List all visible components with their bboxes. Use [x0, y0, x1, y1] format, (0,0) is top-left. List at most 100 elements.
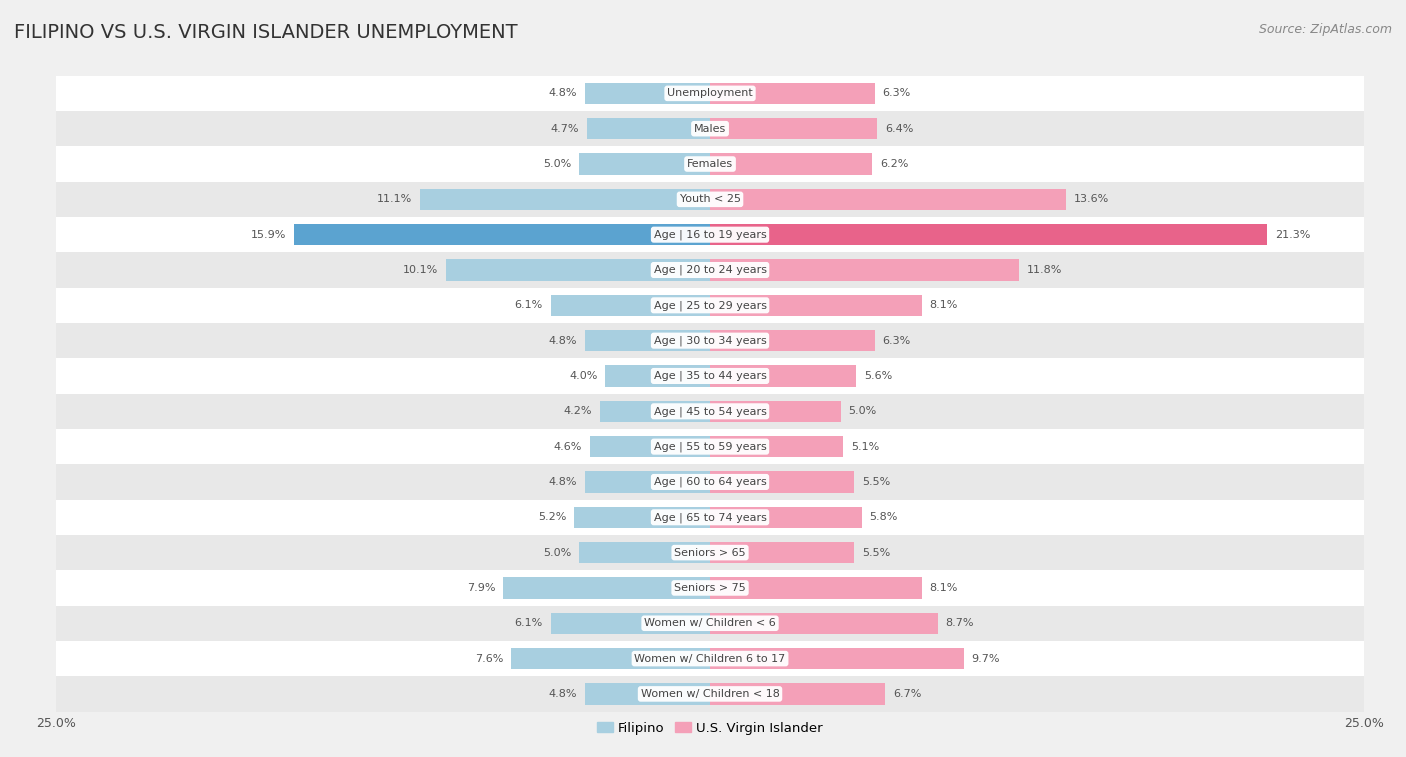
Text: Age | 60 to 64 years: Age | 60 to 64 years — [654, 477, 766, 488]
Text: 5.5%: 5.5% — [862, 547, 890, 558]
Bar — [56, 570, 1364, 606]
Text: 6.4%: 6.4% — [886, 123, 914, 134]
Text: 6.1%: 6.1% — [515, 301, 543, 310]
Text: Age | 65 to 74 years: Age | 65 to 74 years — [654, 512, 766, 522]
Text: Women w/ Children 6 to 17: Women w/ Children 6 to 17 — [634, 653, 786, 664]
Text: Age | 25 to 29 years: Age | 25 to 29 years — [654, 300, 766, 310]
Text: 5.0%: 5.0% — [543, 547, 571, 558]
Bar — [512, 648, 710, 669]
Text: Seniors > 75: Seniors > 75 — [673, 583, 747, 593]
Text: Age | 20 to 24 years: Age | 20 to 24 years — [654, 265, 766, 276]
Text: 6.3%: 6.3% — [883, 89, 911, 98]
Bar — [710, 118, 877, 139]
Bar — [294, 224, 710, 245]
Bar — [710, 294, 922, 316]
Bar — [446, 260, 710, 281]
Text: 4.0%: 4.0% — [569, 371, 598, 381]
Bar — [56, 676, 1364, 712]
Text: Seniors > 65: Seniors > 65 — [675, 547, 745, 558]
Text: 8.7%: 8.7% — [945, 618, 974, 628]
Text: 11.8%: 11.8% — [1026, 265, 1062, 275]
Text: 13.6%: 13.6% — [1074, 195, 1109, 204]
Text: 5.5%: 5.5% — [862, 477, 890, 487]
Text: 6.2%: 6.2% — [880, 159, 908, 169]
Bar — [710, 684, 886, 705]
Bar — [710, 436, 844, 457]
Bar — [710, 366, 856, 387]
Bar — [579, 154, 710, 175]
Bar — [710, 612, 938, 634]
Bar — [710, 578, 922, 599]
Bar — [56, 323, 1364, 358]
Text: 6.7%: 6.7% — [893, 689, 921, 699]
Bar — [56, 76, 1364, 111]
Text: Age | 30 to 34 years: Age | 30 to 34 years — [654, 335, 766, 346]
Text: Age | 16 to 19 years: Age | 16 to 19 years — [654, 229, 766, 240]
Text: 10.1%: 10.1% — [402, 265, 439, 275]
Bar — [420, 188, 710, 210]
Text: Youth < 25: Youth < 25 — [679, 195, 741, 204]
Legend: Filipino, U.S. Virgin Islander: Filipino, U.S. Virgin Islander — [592, 716, 828, 740]
Text: 8.1%: 8.1% — [929, 301, 957, 310]
Text: Age | 55 to 59 years: Age | 55 to 59 years — [654, 441, 766, 452]
Bar — [589, 436, 710, 457]
Bar — [710, 83, 875, 104]
Text: 4.8%: 4.8% — [548, 477, 576, 487]
Bar — [710, 188, 1066, 210]
Bar — [710, 648, 963, 669]
Bar — [56, 429, 1364, 464]
Bar — [710, 330, 875, 351]
Bar — [551, 612, 710, 634]
Text: 5.2%: 5.2% — [538, 512, 567, 522]
Text: 4.8%: 4.8% — [548, 89, 576, 98]
Bar — [56, 535, 1364, 570]
Text: 11.1%: 11.1% — [377, 195, 412, 204]
Bar — [585, 684, 710, 705]
Bar — [503, 578, 710, 599]
Text: 5.8%: 5.8% — [869, 512, 898, 522]
Bar — [56, 182, 1364, 217]
Text: 5.0%: 5.0% — [849, 407, 877, 416]
Bar — [585, 330, 710, 351]
Bar — [56, 217, 1364, 252]
Text: 5.0%: 5.0% — [543, 159, 571, 169]
Text: Source: ZipAtlas.com: Source: ZipAtlas.com — [1258, 23, 1392, 36]
Bar — [585, 472, 710, 493]
Text: 8.1%: 8.1% — [929, 583, 957, 593]
Bar — [56, 111, 1364, 146]
Bar — [551, 294, 710, 316]
Bar — [585, 83, 710, 104]
Text: 5.1%: 5.1% — [851, 441, 880, 452]
Bar — [574, 506, 710, 528]
Bar — [588, 118, 710, 139]
Bar — [56, 394, 1364, 429]
Text: FILIPINO VS U.S. VIRGIN ISLANDER UNEMPLOYMENT: FILIPINO VS U.S. VIRGIN ISLANDER UNEMPLO… — [14, 23, 517, 42]
Bar — [710, 542, 853, 563]
Text: 21.3%: 21.3% — [1275, 229, 1310, 240]
Text: 4.7%: 4.7% — [551, 123, 579, 134]
Bar — [710, 506, 862, 528]
Bar — [606, 366, 710, 387]
Text: 7.9%: 7.9% — [467, 583, 495, 593]
Bar — [579, 542, 710, 563]
Text: 4.8%: 4.8% — [548, 335, 576, 346]
Text: 4.6%: 4.6% — [554, 441, 582, 452]
Bar — [56, 146, 1364, 182]
Bar — [56, 464, 1364, 500]
Bar — [710, 154, 872, 175]
Bar — [710, 472, 853, 493]
Text: Unemployment: Unemployment — [668, 89, 752, 98]
Bar — [56, 606, 1364, 641]
Text: 7.6%: 7.6% — [475, 653, 503, 664]
Text: 6.1%: 6.1% — [515, 618, 543, 628]
Text: Females: Females — [688, 159, 733, 169]
Text: 4.2%: 4.2% — [564, 407, 592, 416]
Bar — [710, 260, 1018, 281]
Bar — [710, 400, 841, 422]
Text: Women w/ Children < 6: Women w/ Children < 6 — [644, 618, 776, 628]
Bar — [56, 500, 1364, 535]
Bar — [710, 224, 1267, 245]
Bar — [56, 288, 1364, 323]
Text: 4.8%: 4.8% — [548, 689, 576, 699]
Text: 15.9%: 15.9% — [252, 229, 287, 240]
